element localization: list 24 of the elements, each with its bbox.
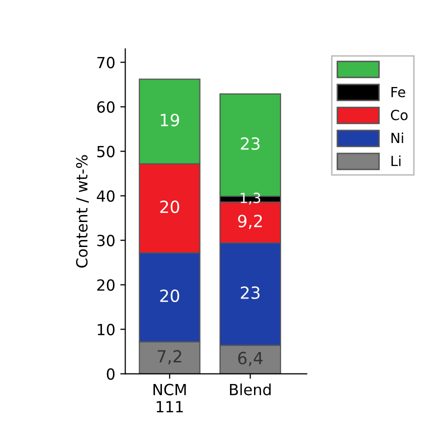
y-tick-label: 10	[98, 324, 115, 336]
y-tick-label: 30	[97, 234, 115, 246]
data-label: 20	[160, 200, 180, 214]
data-label: 9,2	[238, 214, 262, 230]
data-label: 7,2	[158, 350, 182, 364]
y-tick-label: 50	[97, 146, 115, 158]
y-tick-label: 20	[97, 279, 115, 291]
data-label: 23	[240, 286, 260, 299]
y-tick-label: 40	[96, 190, 115, 202]
data-label: 19	[160, 114, 180, 126]
data-label: 6,4	[238, 352, 263, 366]
x-tick-label: Blend	[230, 384, 271, 396]
y-axis-title: Content / wt-%	[76, 155, 89, 268]
y-tick-label: 70	[97, 56, 115, 68]
legend-label: Li	[392, 155, 400, 166]
data-label: 1,3	[240, 192, 260, 205]
y-tick-label: 60	[97, 101, 115, 113]
data-label: 23	[240, 137, 260, 150]
data-label: 20	[160, 289, 180, 302]
legend-label: Ni	[392, 132, 404, 144]
y-tick-label: 0	[106, 368, 115, 380]
legend-label: Co	[390, 110, 408, 120]
legend-label: Fe	[392, 86, 406, 98]
x-tick-label: NCM 111	[153, 384, 186, 412]
